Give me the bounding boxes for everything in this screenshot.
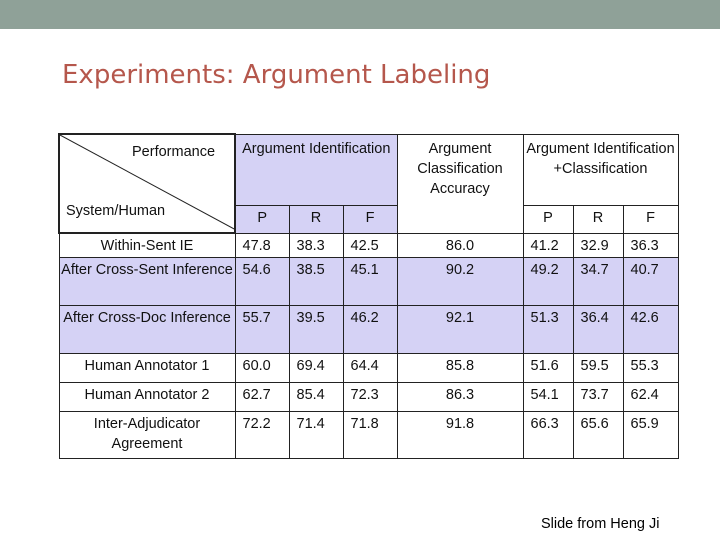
- value-cell: 66.3: [522, 410, 574, 459]
- value-cell: 55.7: [234, 304, 290, 354]
- sub-header: F: [342, 204, 398, 234]
- value-cell: 45.1: [342, 256, 398, 306]
- sub-header: R: [288, 204, 344, 234]
- value-cell: 72.3: [342, 381, 398, 412]
- group-header-identification: Argument Identification: [234, 133, 398, 206]
- table-row: After Cross-Sent Inference 54.6 38.5 45.…: [58, 256, 679, 306]
- diagonal-divider: [60, 135, 236, 230]
- row-label: Within-Sent IE: [58, 232, 236, 258]
- value-cell: 64.4: [342, 352, 398, 383]
- table-row: Human Annotator 1 60.0 69.4 64.4 85.8 51…: [58, 352, 679, 383]
- value-cell: 65.9: [622, 410, 679, 459]
- row-label: Human Annotator 2: [58, 381, 236, 412]
- value-cell: 86.0: [396, 232, 524, 258]
- value-cell: 59.5: [572, 352, 624, 383]
- value-cell: 62.4: [622, 381, 679, 412]
- value-cell: 51.6: [522, 352, 574, 383]
- table-row: Within-Sent IE 47.8 38.3 42.5 86.0 41.2 …: [58, 232, 679, 258]
- value-cell: 34.7: [572, 256, 624, 306]
- table-row: After Cross-Doc Inference 55.7 39.5 46.2…: [58, 304, 679, 354]
- row-label: After Cross-Sent Inference: [58, 256, 236, 306]
- row-label: Human Annotator 1: [58, 352, 236, 383]
- value-cell: 42.5: [342, 232, 398, 258]
- value-cell: 38.3: [288, 232, 344, 258]
- header-corner-cell: Performance System/Human: [58, 133, 236, 234]
- sub-header: P: [234, 204, 290, 234]
- value-cell: 47.8: [234, 232, 290, 258]
- table-row: Human Annotator 2 62.7 85.4 72.3 86.3 54…: [58, 381, 679, 412]
- value-cell: 91.8: [396, 410, 524, 459]
- value-cell: 54.1: [522, 381, 574, 412]
- sub-header: F: [622, 204, 679, 234]
- table-row: Inter-Adjudicator Agreement 72.2 71.4 71…: [58, 410, 679, 459]
- value-cell: 72.2: [234, 410, 290, 459]
- value-cell: 90.2: [396, 256, 524, 306]
- value-cell: 65.6: [572, 410, 624, 459]
- value-cell: 41.2: [522, 232, 574, 258]
- sub-header: R: [572, 204, 624, 234]
- value-cell: 85.4: [288, 381, 344, 412]
- group-header-classification: Argument Classification Accuracy: [396, 133, 524, 234]
- value-cell: 73.7: [572, 381, 624, 412]
- value-cell: 85.8: [396, 352, 524, 383]
- group-header-identification-classification: Argument Identification +Classification: [522, 133, 679, 206]
- row-label: After Cross-Doc Inference: [58, 304, 236, 354]
- value-cell: 55.3: [622, 352, 679, 383]
- value-cell: 54.6: [234, 256, 290, 306]
- results-table: Performance System/Human Argument Identi…: [58, 133, 679, 459]
- top-bar: [0, 0, 720, 29]
- value-cell: 39.5: [288, 304, 344, 354]
- row-label: Inter-Adjudicator Agreement: [58, 410, 236, 459]
- value-cell: 49.2: [522, 256, 574, 306]
- value-cell: 46.2: [342, 304, 398, 354]
- value-cell: 38.5: [288, 256, 344, 306]
- value-cell: 62.7: [234, 381, 290, 412]
- corner-performance-label: Performance: [132, 144, 216, 160]
- value-cell: 42.6: [622, 304, 679, 354]
- value-cell: 69.4: [288, 352, 344, 383]
- value-cell: 36.3: [622, 232, 679, 258]
- value-cell: 92.1: [396, 304, 524, 354]
- value-cell: 60.0: [234, 352, 290, 383]
- slide-title: Experiments: Argument Labeling: [62, 60, 491, 90]
- value-cell: 71.4: [288, 410, 344, 459]
- value-cell: 40.7: [622, 256, 679, 306]
- value-cell: 36.4: [572, 304, 624, 354]
- value-cell: 86.3: [396, 381, 524, 412]
- corner-system-label: System/Human: [66, 203, 166, 219]
- slide-credit: Slide from Heng Ji: [541, 516, 660, 532]
- value-cell: 51.3: [522, 304, 574, 354]
- value-cell: 71.8: [342, 410, 398, 459]
- value-cell: 32.9: [572, 232, 624, 258]
- sub-header: P: [522, 204, 574, 234]
